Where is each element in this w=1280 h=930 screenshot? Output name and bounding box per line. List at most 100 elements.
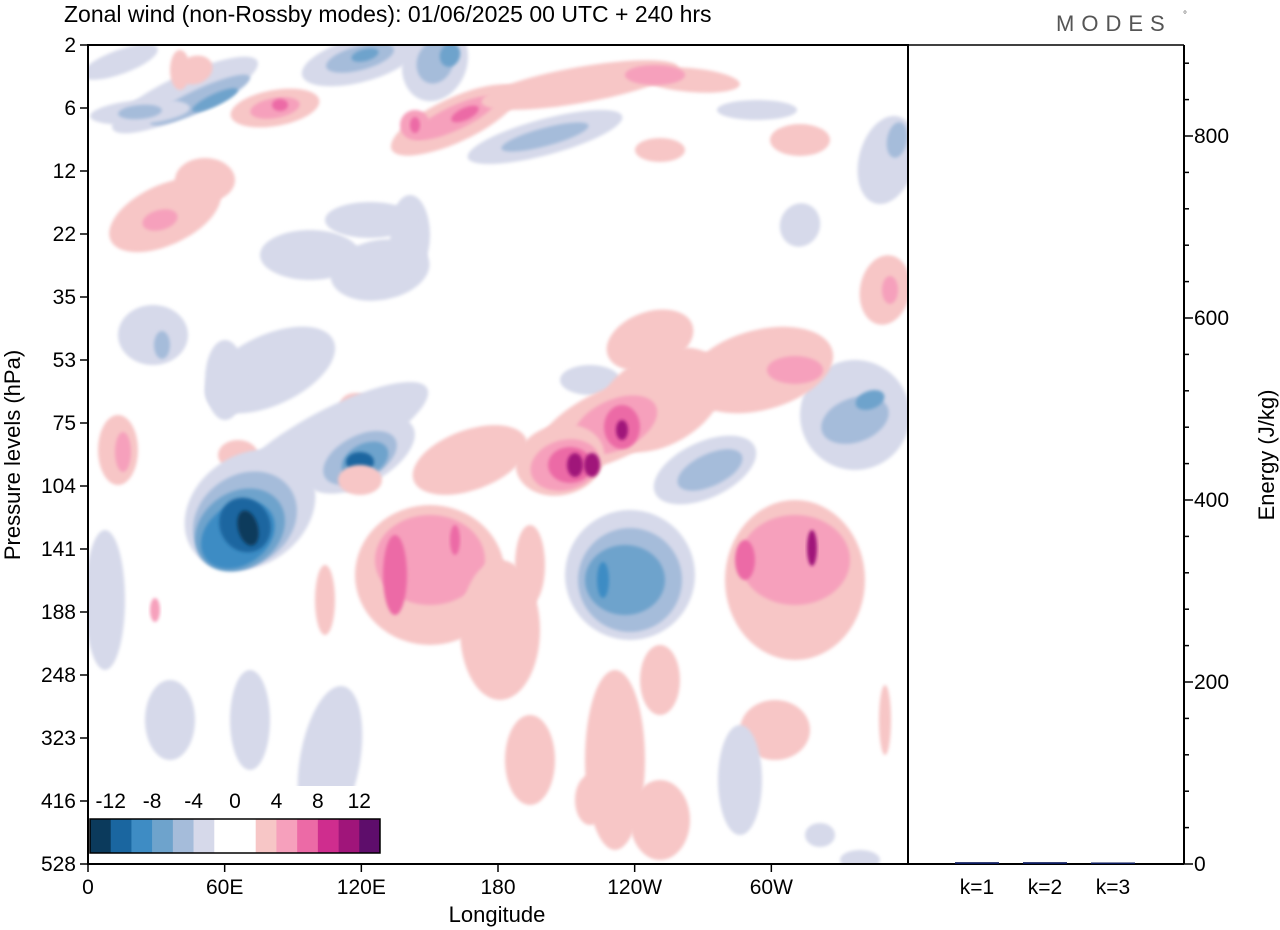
contour-patch bbox=[597, 562, 609, 598]
colorbar-label: -4 bbox=[184, 790, 203, 813]
colorbar-swatch bbox=[297, 819, 319, 853]
contour-patch bbox=[460, 560, 540, 700]
contour-patch bbox=[770, 124, 830, 156]
longitude-axis: 0 60E 120E 180 120W 60W bbox=[82, 864, 793, 899]
contour-patch bbox=[410, 117, 420, 133]
contour-patch bbox=[677, 449, 743, 491]
contour-patch bbox=[630, 780, 690, 860]
y-tick-label: 6 bbox=[64, 97, 76, 120]
colorbar-swatch bbox=[255, 819, 277, 853]
y-tick-label: 416 bbox=[41, 790, 76, 813]
contour-patch bbox=[88, 530, 125, 670]
colorbar-label: 12 bbox=[348, 790, 371, 813]
contour-patch bbox=[142, 209, 178, 231]
y-tick-label: 2 bbox=[64, 34, 76, 57]
colorbar-swatch bbox=[338, 819, 360, 853]
colorbar-label: 8 bbox=[312, 790, 324, 813]
y-tick-label: 35 bbox=[53, 286, 76, 309]
contour-patch bbox=[767, 356, 823, 384]
contour-patch bbox=[640, 645, 680, 715]
contour-patch bbox=[154, 331, 170, 359]
energy-tick-label: 800 bbox=[1194, 125, 1229, 148]
energy-axis-title: Energy (J/kg) bbox=[1254, 390, 1279, 521]
contour-patch bbox=[840, 850, 880, 864]
energy-category-label: k=2 bbox=[1028, 876, 1062, 899]
colorbar-swatch bbox=[193, 819, 215, 853]
colorbar-swatch bbox=[359, 819, 381, 853]
energy-bar bbox=[1023, 862, 1067, 864]
zonal-wind-field bbox=[88, 45, 908, 864]
energy-category-label: k=3 bbox=[1096, 876, 1130, 899]
contour-patch bbox=[882, 276, 898, 304]
energy-tick-label: 0 bbox=[1194, 853, 1206, 876]
contour-patch bbox=[175, 158, 235, 202]
contour-patch bbox=[230, 670, 270, 770]
contour-patch bbox=[351, 48, 379, 62]
contour-patch bbox=[735, 540, 755, 580]
energy-tick-label: 400 bbox=[1194, 489, 1229, 512]
y-tick-label: 53 bbox=[53, 349, 76, 372]
contour-patch bbox=[205, 340, 245, 420]
contour-patch bbox=[338, 465, 382, 495]
y-tick-label: 188 bbox=[41, 601, 76, 624]
brand-mark: ° bbox=[1183, 10, 1187, 21]
contour-patch bbox=[779, 203, 821, 247]
modes-logo: MODES ° bbox=[1056, 10, 1187, 36]
x-tick-label: 0 bbox=[82, 876, 94, 899]
y-axis-title: Pressure levels (hPa) bbox=[0, 350, 25, 560]
y-tick-label: 12 bbox=[53, 160, 76, 183]
y-tick-label: 141 bbox=[41, 538, 76, 561]
x-tick-label: 180 bbox=[480, 876, 515, 899]
energy-tick-label: 200 bbox=[1194, 671, 1229, 694]
contour-patch bbox=[118, 305, 188, 365]
energy-bar bbox=[1091, 862, 1135, 864]
contour-patch bbox=[505, 715, 555, 805]
y-tick-label: 323 bbox=[41, 727, 76, 750]
contour-patch bbox=[170, 50, 190, 90]
contour-patch bbox=[635, 138, 685, 162]
contour-patch bbox=[150, 598, 160, 622]
contour-patch bbox=[625, 65, 685, 85]
energy-tick-label: 600 bbox=[1194, 307, 1229, 330]
y-tick-label: 528 bbox=[41, 853, 76, 876]
y-tick-label: 104 bbox=[41, 475, 76, 498]
x-tick-label: 60W bbox=[750, 876, 793, 899]
contour-patch bbox=[855, 390, 885, 410]
contour-patch bbox=[807, 530, 817, 566]
colorbar-swatch bbox=[110, 819, 132, 853]
x-tick-label: 60E bbox=[206, 876, 243, 899]
contour-patch bbox=[686, 326, 834, 414]
contour-patch bbox=[515, 525, 545, 605]
contour-patch bbox=[118, 104, 162, 120]
contour-patch bbox=[439, 45, 461, 67]
contour-patch bbox=[585, 545, 665, 615]
contour-patch bbox=[575, 775, 605, 825]
contour-patch bbox=[616, 420, 628, 440]
contour-patch bbox=[717, 100, 797, 120]
colorbar-label: -12 bbox=[96, 790, 126, 813]
contour-patch bbox=[145, 680, 195, 760]
contour-patch bbox=[412, 425, 528, 495]
colorbar-label: 0 bbox=[229, 790, 241, 813]
energy-bars: k=1 k=2 k=3 bbox=[955, 862, 1135, 899]
contour-patch bbox=[192, 88, 238, 112]
contour-patch bbox=[325, 202, 415, 238]
colorbar: -12 -8 -4 0 4 8 12 bbox=[89, 786, 381, 856]
contour-patch bbox=[481, 60, 679, 110]
contour-patch bbox=[237, 510, 259, 546]
y-tick-label: 75 bbox=[53, 412, 76, 435]
colorbar-frame bbox=[89, 818, 381, 854]
colorbar-swatch bbox=[131, 819, 153, 853]
colorbar-swatch bbox=[317, 819, 339, 853]
contour-patch bbox=[88, 45, 158, 80]
contour-patch bbox=[584, 453, 600, 477]
contour-patch bbox=[451, 105, 479, 123]
contour-patch bbox=[740, 515, 850, 605]
contour-patch bbox=[450, 525, 460, 555]
colorbar-swatch bbox=[235, 819, 257, 853]
contour-patch bbox=[560, 365, 620, 395]
colorbar-swatch bbox=[90, 819, 112, 853]
y-tick-label: 248 bbox=[41, 664, 76, 687]
brand-wordmark: MODES bbox=[1056, 11, 1172, 36]
